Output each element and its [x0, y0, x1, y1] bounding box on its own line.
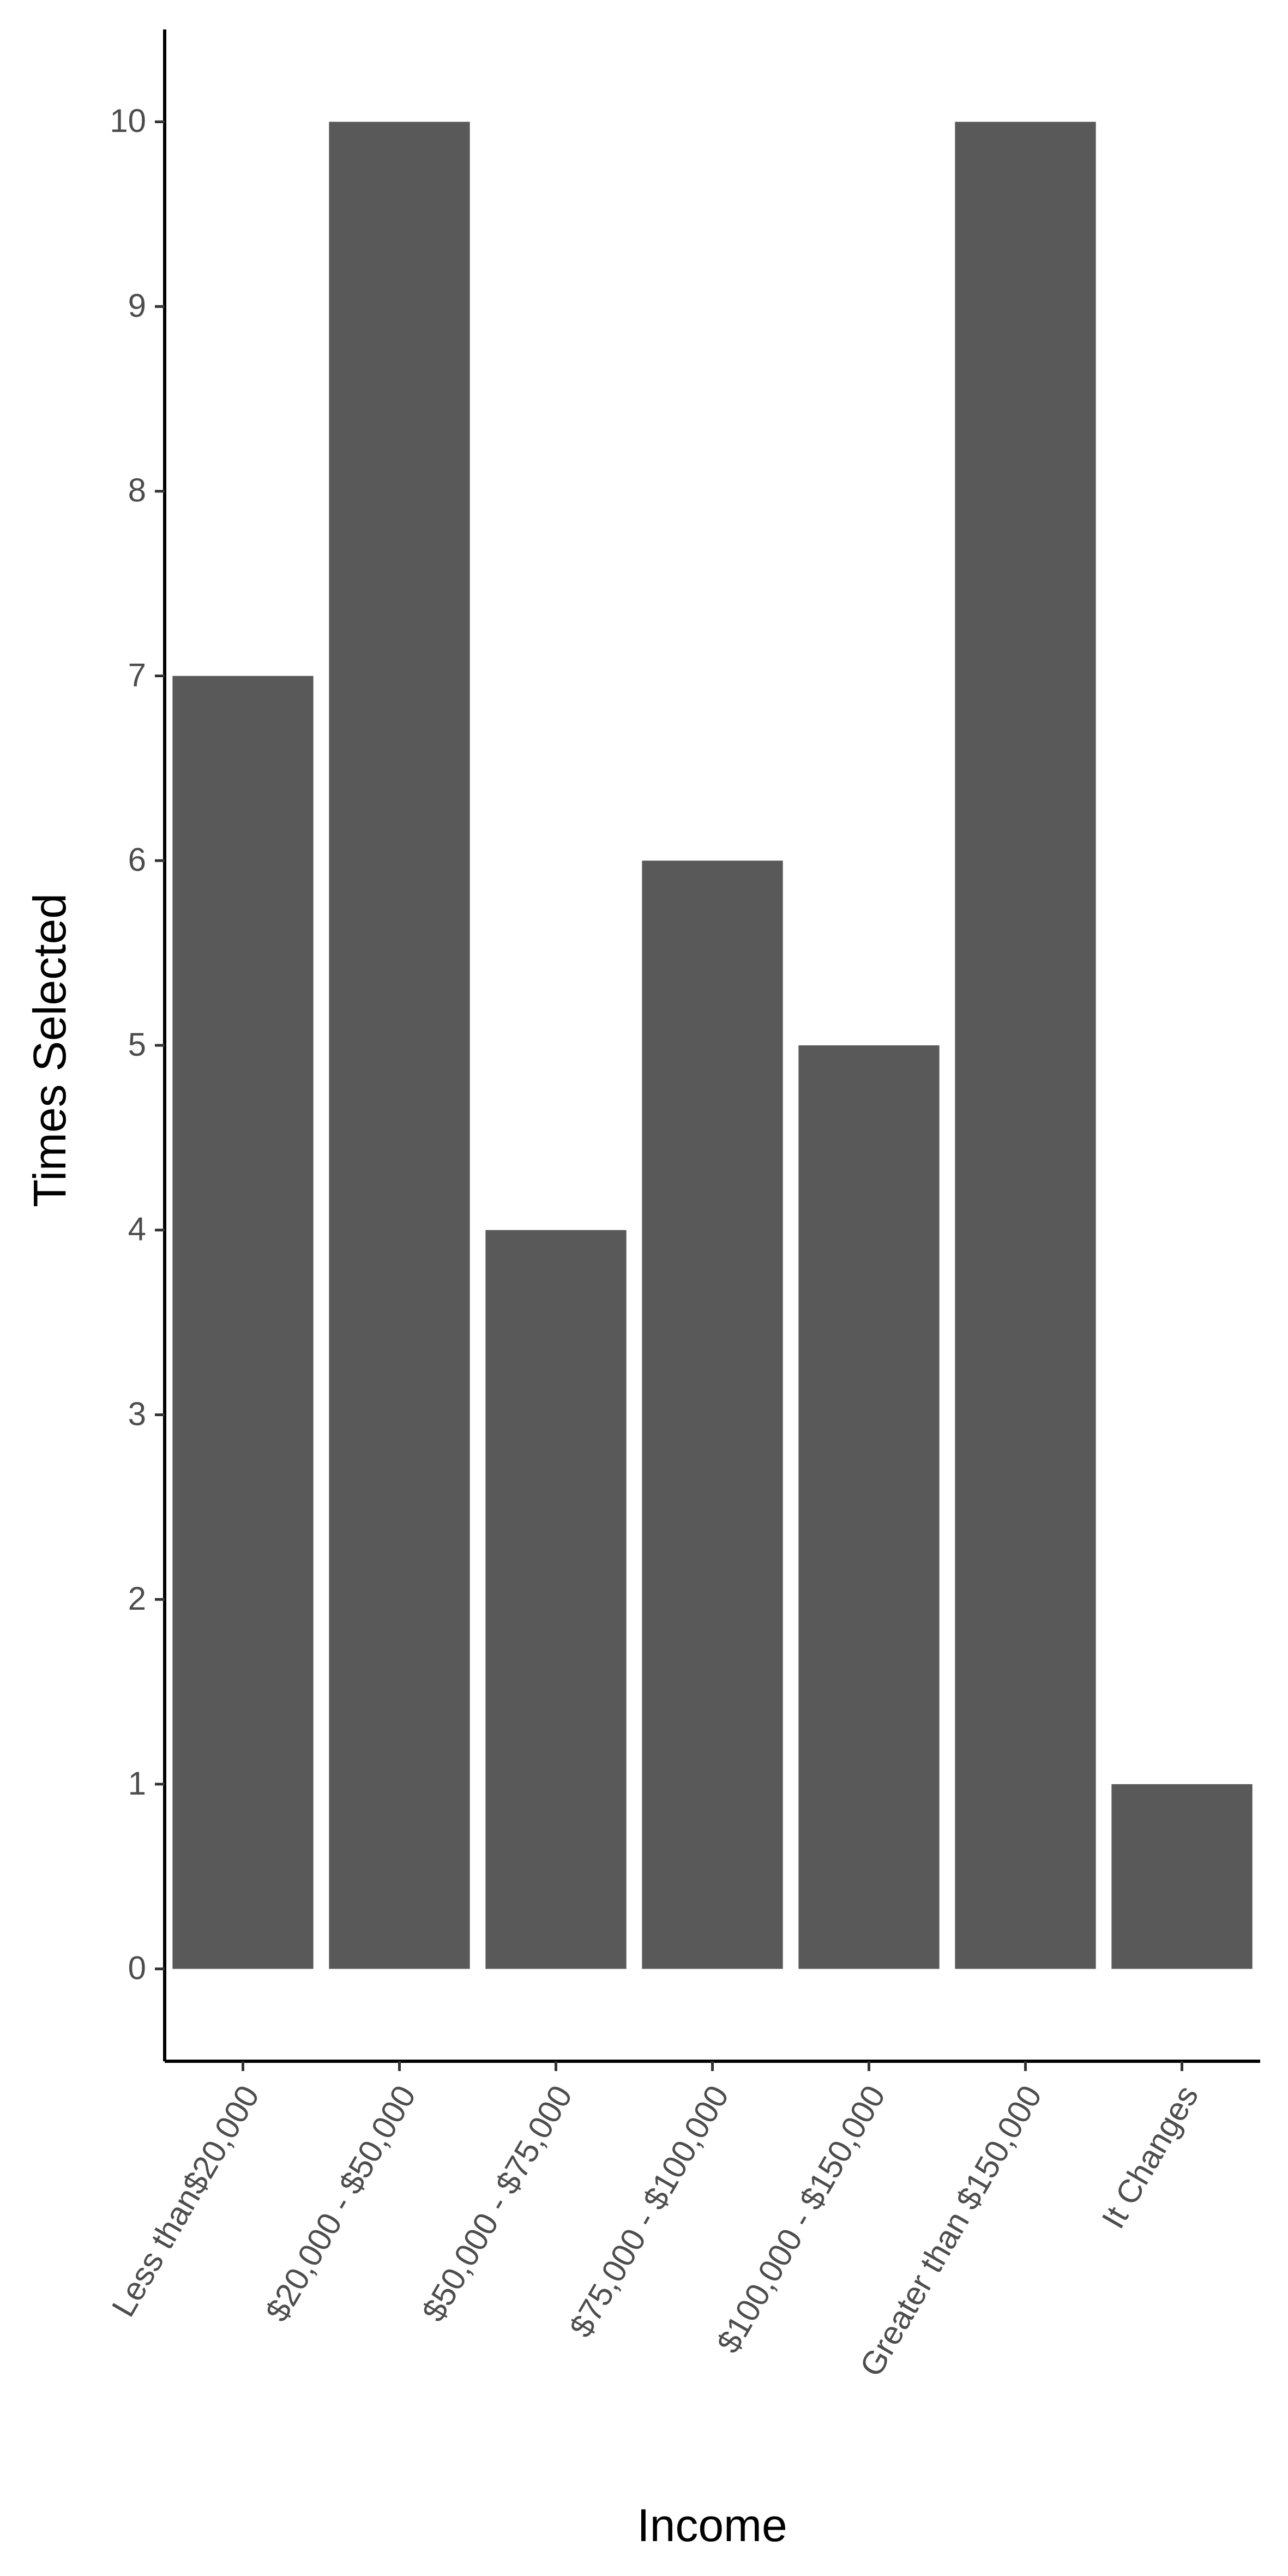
y-axis-title: Times Selected [24, 893, 75, 1207]
y-tick-label: 10 [110, 103, 146, 139]
y-tick-label: 8 [128, 472, 146, 509]
y-tick-label: 9 [128, 287, 146, 324]
bar [955, 122, 1096, 1969]
y-tick-label: 5 [128, 1026, 146, 1063]
y-tick-label: 4 [128, 1211, 146, 1248]
x-axis-title: Income [637, 2500, 787, 2551]
bar [798, 1045, 940, 1969]
bar [485, 1230, 627, 1969]
y-tick-label: 0 [128, 1949, 146, 1986]
bar [1111, 1784, 1253, 1969]
plot-area [172, 122, 1253, 1969]
y-tick-label: 7 [128, 657, 146, 693]
bar [329, 122, 470, 1969]
bar [172, 676, 314, 1969]
bar [642, 860, 783, 1969]
y-tick-label: 1 [128, 1765, 146, 1802]
y-tick-label: 6 [128, 841, 146, 878]
y-tick-label: 3 [128, 1395, 146, 1432]
y-tick-label: 2 [128, 1580, 146, 1617]
